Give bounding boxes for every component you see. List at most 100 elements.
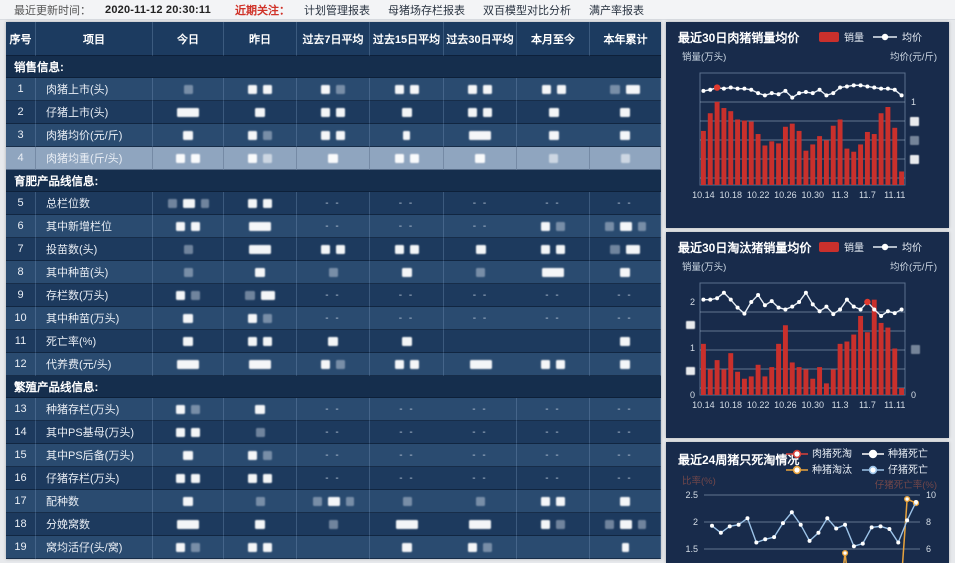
value-cell-redacted (153, 513, 224, 536)
report-table-panel: 序号 项目 今日 昨日 过去7日平均 过去15日平均 过去30日平均 本月至今 本年累计 销售信息… (6, 22, 661, 559)
svg-text:2: 2 (693, 517, 698, 527)
value-cell-redacted (517, 215, 590, 238)
row-name[interactable]: 代养费(元/头) (36, 353, 153, 376)
row-num: 16 (6, 467, 36, 490)
column-header-4: 过去7日平均 (297, 22, 370, 56)
row-name[interactable]: 投苗数(头) (36, 238, 153, 261)
row-name[interactable]: 仔猪上市(头) (36, 101, 153, 124)
value-cell-redacted (153, 238, 224, 261)
value-cell-redacted (153, 444, 224, 467)
value-cell-redacted (224, 444, 297, 467)
value-cell-redacted (517, 101, 590, 124)
svg-text:0: 0 (911, 390, 916, 400)
row-name[interactable]: 存栏数(万头) (36, 284, 153, 307)
row-name[interactable]: 窝均活仔(头/窝) (36, 536, 153, 559)
row-name[interactable]: 死亡率(%) (36, 330, 153, 353)
value-cell-redacted (224, 215, 297, 238)
column-header-7: 本月至今 (517, 22, 590, 56)
svg-text:10.18: 10.18 (719, 190, 742, 200)
row-num: 7 (6, 238, 36, 261)
row-name[interactable]: 肉猪上市(头) (36, 78, 153, 101)
svg-text:均价(元/斤): 均价(元/斤) (890, 51, 937, 63)
value-cell-dash: - - (370, 444, 444, 467)
value-cell-redacted (224, 421, 297, 444)
value-cell-redacted (153, 353, 224, 376)
row-name[interactable]: 肉猪均价(元/斤) (36, 124, 153, 147)
row-name[interactable]: 其中新增栏位 (36, 215, 153, 238)
value-cell-redacted (224, 330, 297, 353)
value-cell-dash: - - (517, 398, 590, 421)
value-cell-redacted (444, 261, 517, 284)
row-name[interactable]: 其中PS基母(万头) (36, 421, 153, 444)
report-link-2[interactable]: 双百模型对比分析 (482, 4, 571, 17)
value-cell-dash: - - (444, 444, 517, 467)
chart-panel-pig-sales: 最近30日肉猪销量均价 销量 均价 销量(万头) 均价(元/斤) 10.14 10.18 10… (666, 22, 949, 228)
value-cell-redacted (590, 238, 661, 261)
value-cell-redacted (370, 261, 444, 284)
report-table: 序号 项目 今日 昨日 过去7日平均 过去15日平均 过去30日平均 本月至今 本年累计 销售信息… (6, 22, 661, 559)
value-cell-redacted (224, 490, 297, 513)
value-cell-empty (517, 536, 590, 559)
column-header-5: 过去15日平均 (370, 22, 444, 56)
row-name[interactable]: 配种数 (36, 490, 153, 513)
value-cell-redacted (370, 330, 444, 353)
value-cell-dash: - - (517, 467, 590, 490)
row-name[interactable]: 其中PS后备(万头) (36, 444, 153, 467)
value-cell-redacted (517, 147, 590, 170)
report-link-1[interactable]: 母猪场存栏报表 (387, 4, 465, 17)
row-name[interactable]: 分娩窝数 (36, 513, 153, 536)
report-links: 计划管理报表 母猪场存栏报表 双百模型对比分析 满产率报表 (304, 2, 648, 18)
row-name[interactable]: 肉猪均重(斤/头) (36, 147, 153, 170)
chart-panel-cull-sales: 最近30日淘汰猪销量均价 销量 均价 销量(万头) 均价(元/斤) 10.14 10.18 1… (666, 232, 949, 438)
value-cell-redacted (297, 101, 370, 124)
row-name[interactable]: 其中种苗(万头) (36, 307, 153, 330)
svg-text:10.26: 10.26 (774, 190, 797, 200)
svg-text:1: 1 (690, 343, 695, 353)
report-link-0[interactable]: 计划管理报表 (303, 4, 370, 17)
svg-text:0: 0 (690, 390, 695, 400)
row-num: 12 (6, 353, 36, 376)
value-cell-redacted (153, 467, 224, 490)
value-cell-redacted (297, 238, 370, 261)
value-cell-dash: - - (297, 284, 370, 307)
value-cell-dash: - - (444, 192, 517, 215)
value-cell-dash: - - (590, 192, 661, 215)
svg-text:种猪死亡: 种猪死亡 (888, 447, 928, 460)
value-cell-redacted (590, 78, 661, 101)
value-cell-redacted (444, 490, 517, 513)
value-cell-redacted (590, 147, 661, 170)
section-header-0: 销售信息: (6, 56, 661, 78)
svg-text:11.3: 11.3 (832, 190, 849, 200)
value-cell-redacted (444, 78, 517, 101)
value-cell-redacted (224, 238, 297, 261)
value-cell-redacted (370, 513, 444, 536)
row-name[interactable]: 其中种苗(头) (36, 261, 153, 284)
value-cell-redacted (153, 284, 224, 307)
value-cell-redacted (517, 124, 590, 147)
row-name[interactable]: 仔猪存栏(万头) (36, 467, 153, 490)
value-cell-redacted (297, 78, 370, 101)
value-cell-redacted (153, 147, 224, 170)
value-cell-redacted (370, 124, 444, 147)
value-cell-redacted (224, 192, 297, 215)
row-name[interactable]: 总栏位数 (36, 192, 153, 215)
row-name[interactable]: 种猪存栏(万头) (36, 398, 153, 421)
value-cell-dash: - - (297, 192, 370, 215)
svg-text:均价: 均价 (902, 242, 922, 254)
row-num: 14 (6, 421, 36, 444)
svg-text:2: 2 (690, 297, 695, 307)
svg-text:销量(万头): 销量(万头) (682, 261, 726, 273)
value-cell-redacted (517, 490, 590, 513)
value-cell-dash: - - (590, 421, 661, 444)
value-cell-redacted (370, 353, 444, 376)
value-cell-redacted (590, 536, 661, 559)
section-header-2: 繁殖产品线信息: (6, 376, 661, 398)
value-cell-dash: - - (517, 284, 590, 307)
report-link-3[interactable]: 满产率报表 (588, 4, 644, 17)
value-cell-dash: - - (590, 307, 661, 330)
svg-text:8: 8 (926, 517, 931, 527)
value-cell-redacted (224, 513, 297, 536)
update-time-value: 2020-11-12 20:30:11 (105, 3, 211, 16)
